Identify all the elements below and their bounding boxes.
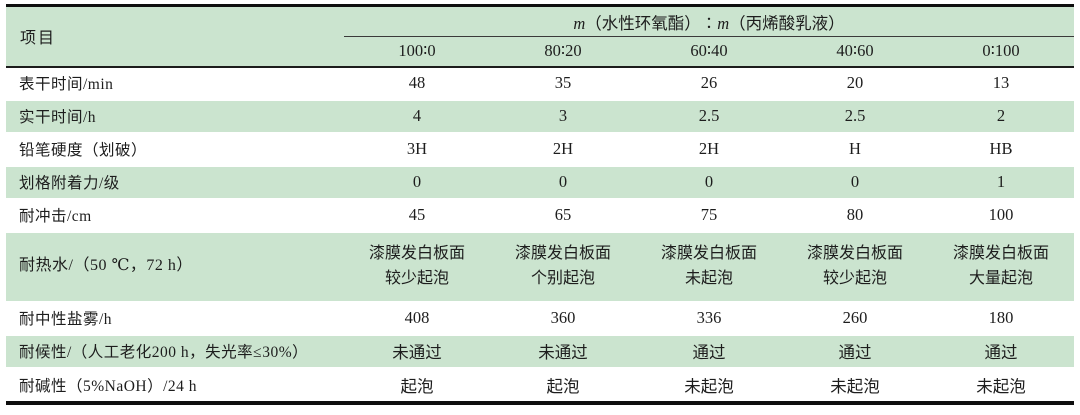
column-header-ratio-0-100: 0∶100 xyxy=(928,36,1075,68)
cell-value: 0 xyxy=(490,164,636,200)
cell-value: 2.5 xyxy=(782,98,928,134)
cell-value: 75 xyxy=(700,205,718,224)
header-row-group: 项目 m（水性环氧酯）∶m（丙烯酸乳液） xyxy=(6,5,1075,68)
cell-value: 0 xyxy=(636,164,782,200)
math-symbol-m1: m xyxy=(573,13,586,33)
row-label: 耐中性盐雾/h xyxy=(19,311,113,328)
cell-value: 26 xyxy=(700,73,718,92)
row-hard-dry-time: 实干时间/h 4 3 2.5 2.5 2 xyxy=(6,98,1075,134)
properties-table: 项目 m（水性环氧酯）∶m（丙烯酸乳液） 100∶0 80∶20 60∶40 4… xyxy=(6,4,1075,401)
cell-value: 260 xyxy=(842,308,868,327)
cell-value: 起泡 xyxy=(400,376,434,396)
cell-value: 20 xyxy=(846,73,864,92)
row-hot-water-resistance: 耐热水/（50 ℃，72 h） 漆膜发白板面 较少起泡 漆膜发白板面 个别起泡 … xyxy=(6,230,1075,303)
cell-value: 48 xyxy=(408,73,426,92)
cell-value: 未通过 xyxy=(490,333,636,369)
cell-value: HB xyxy=(989,139,1013,158)
row-crosshatch-adhesion: 划格附着力/级 0 0 0 0 1 xyxy=(6,164,1075,200)
row-neutral-salt-spray: 耐中性盐雾/h 408 360 336 260 180 xyxy=(6,302,1074,335)
cell-value: 1 xyxy=(928,164,1075,200)
row-label: 划格附着力/级 xyxy=(6,164,344,200)
cell-value: 未起泡 xyxy=(830,376,880,396)
row-weather-resistance: 耐候性/（人工老化200 h，失光率≤30%） 未通过 未通过 通过 通过 通过 xyxy=(6,333,1075,369)
cell-value: 漆膜发白板面 个别起泡 xyxy=(490,230,636,303)
cell-value: 80 xyxy=(846,205,864,224)
row-label: 耐候性/（人工老化200 h，失光率≤30%） xyxy=(6,333,344,369)
cell-value: 漆膜发白板面 大量起泡 xyxy=(928,230,1075,303)
row-label: 实干时间/h xyxy=(6,98,344,134)
row-label: 铅笔硬度（划破） xyxy=(19,142,148,159)
row-pencil-hardness: 铅笔硬度（划破） 3H 2H 2H H HB xyxy=(6,133,1074,166)
cell-value: 360 xyxy=(550,308,576,327)
row-label: 耐热水/（50 ℃，72 h） xyxy=(6,230,344,303)
cell-value: 漆膜发白板面 较少起泡 xyxy=(782,230,928,303)
row-surface-dry-time: 表干时间/min 48 35 26 20 13 xyxy=(6,67,1074,100)
row-label: 表干时间/min xyxy=(19,76,114,93)
cell-value: 通过 xyxy=(928,333,1075,369)
cell-value: 100 xyxy=(988,205,1014,224)
cell-value: 0 xyxy=(344,164,490,200)
results-table: 项目 m（水性环氧酯）∶m（丙烯酸乳液） 100∶0 80∶20 60∶40 4… xyxy=(6,4,1075,405)
cell-value: 起泡 xyxy=(546,376,580,396)
cell-value: 2H xyxy=(552,139,574,158)
cell-value: 35 xyxy=(554,73,572,92)
cell-value: 0 xyxy=(782,164,928,200)
table-header: 项目 m（水性环氧酯）∶m（丙烯酸乳液） 100∶0 80∶20 60∶40 4… xyxy=(6,5,1075,68)
cell-value: 2.5 xyxy=(636,98,782,134)
table-bottom-rule xyxy=(6,400,1074,405)
cell-value: 65 xyxy=(554,205,572,224)
group-segment-1: （水性环氧酯）∶ xyxy=(585,13,718,33)
cell-value: 3 xyxy=(490,98,636,134)
cell-value: H xyxy=(849,139,861,158)
cell-value: 180 xyxy=(988,308,1014,327)
header-row-ratios: 100∶0 80∶20 60∶40 40∶60 0∶100 xyxy=(6,36,1075,68)
cell-value: 通过 xyxy=(782,333,928,369)
cell-value: 408 xyxy=(404,308,430,327)
ratio-group-header: m（水性环氧酯）∶m（丙烯酸乳液） xyxy=(344,5,1075,37)
column-header-ratio-60-40: 60∶40 xyxy=(636,36,782,68)
cell-value: 3H xyxy=(406,139,428,158)
cell-value: 336 xyxy=(696,308,722,327)
cell-value: 漆膜发白板面 较少起泡 xyxy=(344,230,490,303)
cell-value: 未起泡 xyxy=(976,376,1026,396)
corner-label: 项目 xyxy=(6,5,344,68)
cell-value: 漆膜发白板面 未起泡 xyxy=(636,230,782,303)
row-alkali-resistance: 耐碱性（5%NaOH）/24 h 起泡 起泡 未起泡 未起泡 未起泡 xyxy=(6,368,1074,401)
column-header-ratio-40-60: 40∶60 xyxy=(782,36,928,68)
group-segment-2: （丙烯酸乳液） xyxy=(729,13,845,33)
cell-value: 13 xyxy=(992,73,1010,92)
cell-value: 45 xyxy=(408,205,426,224)
cell-value: 未起泡 xyxy=(684,376,734,396)
cell-value: 4 xyxy=(344,98,490,134)
cell-value: 2 xyxy=(928,98,1075,134)
column-header-ratio-100-0: 100∶0 xyxy=(344,36,490,68)
row-label: 耐碱性（5%NaOH）/24 h xyxy=(19,377,198,395)
math-symbol-m2: m xyxy=(717,13,730,33)
cell-value: 通过 xyxy=(636,333,782,369)
row-impact-resistance: 耐冲击/cm 45 65 75 80 100 xyxy=(6,199,1074,232)
cell-value: 2H xyxy=(698,139,720,158)
cell-value: 未通过 xyxy=(344,333,490,369)
table-body: 表干时间/min 48 35 26 20 13 实干时间/h 4 3 2.5 2… xyxy=(6,67,1075,401)
column-header-ratio-80-20: 80∶20 xyxy=(490,36,636,68)
row-label: 耐冲击/cm xyxy=(19,208,92,225)
